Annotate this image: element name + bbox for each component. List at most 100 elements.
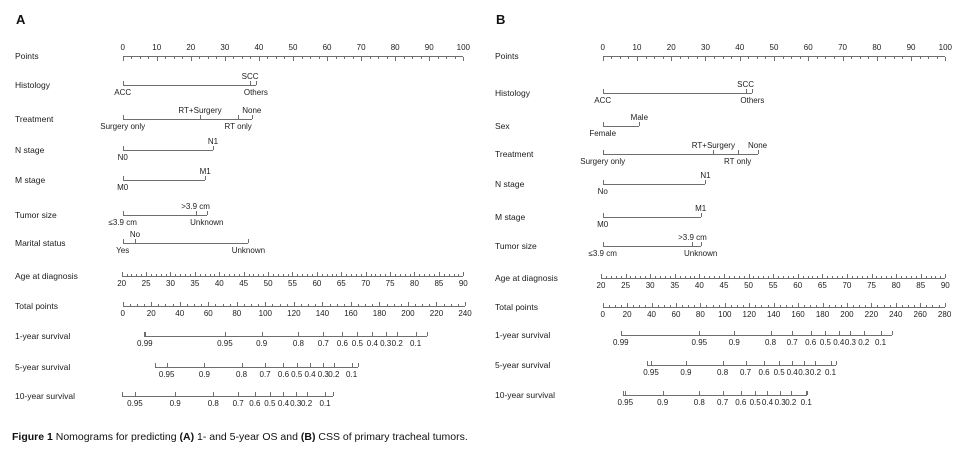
axis-tick xyxy=(199,274,201,276)
axis-tick xyxy=(748,274,750,278)
axis-tick xyxy=(190,274,191,276)
axis-tick xyxy=(122,57,124,61)
tick-label: Others xyxy=(740,96,765,105)
axis-tick xyxy=(723,274,725,278)
axis-tick xyxy=(700,242,702,246)
axis-tick xyxy=(709,276,711,278)
tick-label: 40 xyxy=(175,309,185,318)
tick-label: 40 xyxy=(694,281,704,290)
axis-sex xyxy=(602,126,640,127)
tick-label: 0.6 xyxy=(277,370,290,379)
axis-tick xyxy=(883,305,885,307)
tick-label: 0.7 xyxy=(259,370,271,379)
axis-tick xyxy=(224,274,226,276)
axis-tick xyxy=(722,57,724,59)
axis-tick xyxy=(791,305,793,307)
tick-label: 80 xyxy=(410,279,419,288)
tick-label: 50 xyxy=(769,43,779,52)
axis-tick xyxy=(302,274,304,276)
tick-label: 260 xyxy=(913,310,927,319)
axis-tick xyxy=(375,274,377,276)
axis-tick xyxy=(608,305,610,307)
axis-tick xyxy=(250,81,252,85)
tick-label: 0.5 xyxy=(351,339,363,348)
axis-tick xyxy=(272,274,274,276)
axis-tick xyxy=(815,361,817,365)
axis-tick xyxy=(352,57,354,59)
row-label-n-stage: N stage xyxy=(15,145,45,155)
tick-label: 180 xyxy=(372,309,387,318)
axis-tick xyxy=(700,213,702,217)
axis-tick xyxy=(390,272,392,276)
axis-tick xyxy=(718,305,720,307)
axis-tick xyxy=(930,276,932,278)
tick-label: Male xyxy=(630,113,649,122)
tick-label: 0.3 xyxy=(290,399,302,408)
panel-b: B Points 0 10 20 30 40 50 60 70 80 90 100 Histology AC… xyxy=(483,0,965,428)
axis-tick xyxy=(935,276,937,278)
tick-label: 75 xyxy=(385,279,395,288)
axis-tick xyxy=(372,304,374,306)
axis-tick xyxy=(770,331,772,335)
axis-tick xyxy=(370,274,372,276)
axis-tick xyxy=(928,57,930,59)
tick-label: 60 xyxy=(203,309,213,318)
tick-label: 0.5 xyxy=(749,398,761,407)
axis-tick xyxy=(243,272,245,276)
axis-tick xyxy=(429,57,431,61)
axis-tick xyxy=(199,57,201,59)
axis-tick xyxy=(253,274,255,276)
axis-tick xyxy=(333,392,335,396)
axis-tick xyxy=(344,57,346,59)
axis-tick xyxy=(792,276,794,278)
axis-5-year-survival xyxy=(647,365,836,366)
axis-tick xyxy=(122,146,124,150)
axis-tick xyxy=(238,115,240,119)
axis-tick xyxy=(881,276,883,278)
axis-tumor-size xyxy=(122,215,207,216)
axis-tick xyxy=(261,332,263,336)
tick-label: 0.7 xyxy=(717,398,729,407)
axis-tick xyxy=(172,304,174,306)
row-label-sex: Sex xyxy=(495,121,510,131)
tick-label: 40 xyxy=(214,279,224,288)
axis-tick xyxy=(804,305,806,307)
axis-tick xyxy=(386,304,388,306)
row-label-m-stage: M stage xyxy=(495,212,526,222)
axis-tick xyxy=(134,392,136,396)
tick-label: ≤3.9 cm xyxy=(588,249,617,258)
axis-tick xyxy=(600,274,602,278)
axis-tick xyxy=(891,276,893,278)
tick-label: 0.8 xyxy=(765,338,777,347)
tick-label: 20 xyxy=(666,43,676,52)
tick-label: 10 xyxy=(152,43,162,52)
axis-points xyxy=(602,56,946,57)
axis-tick xyxy=(669,276,671,278)
axis-tick xyxy=(684,276,686,278)
axis-tick xyxy=(639,305,641,307)
axis-tick xyxy=(216,57,218,59)
axis-tick xyxy=(739,57,741,61)
axis-tick xyxy=(310,57,312,59)
tick-label: 20 xyxy=(622,310,632,319)
axis-tick xyxy=(615,276,617,278)
axis-m-stage xyxy=(602,217,701,218)
tick-label: 220 xyxy=(864,310,879,319)
tick-label: 0.99 xyxy=(137,339,153,348)
tick-label: 200 xyxy=(401,309,415,318)
axis-tick xyxy=(694,305,696,307)
tick-label: 30 xyxy=(166,279,175,288)
axis-tick xyxy=(700,303,702,307)
axis-tick xyxy=(778,276,780,278)
axis-tick xyxy=(296,363,298,367)
tick-label: 10 xyxy=(632,43,642,52)
axis-tick xyxy=(876,276,878,278)
axis-tick xyxy=(397,332,399,336)
axis-tick xyxy=(763,276,765,278)
axis-tick xyxy=(880,331,882,335)
axis-tick xyxy=(669,305,671,307)
tick-label: No xyxy=(597,187,608,196)
row-label-n-stage: N stage xyxy=(495,179,525,189)
axis-tick xyxy=(283,392,285,396)
axis-tick xyxy=(620,276,622,278)
